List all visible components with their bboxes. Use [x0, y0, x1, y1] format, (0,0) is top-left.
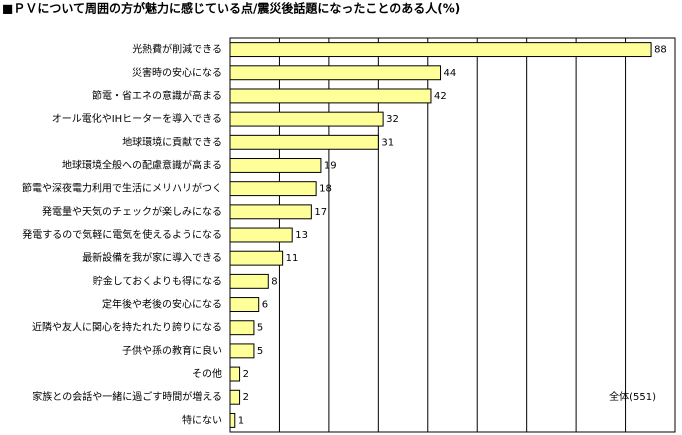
chart-title: ■ＰＶについて周囲の方が魅力に感じている点/震災後話題になったことのある人(%)	[2, 1, 460, 16]
bar	[229, 181, 317, 197]
bar	[229, 111, 384, 127]
value-label: 1	[238, 415, 244, 426]
bar	[229, 389, 241, 405]
y-tick-label: その他	[192, 367, 222, 380]
value-label: 8	[271, 276, 277, 287]
y-tick-label: 地球環境全般への配慮意識が高まる	[62, 158, 222, 171]
y-tick-label: 発電するので気軽に電気を使えるようになる	[22, 228, 222, 241]
y-tick-label: 光熱費が削減できる	[132, 43, 222, 56]
bar	[229, 65, 442, 81]
y-tick-label: 家族との会話や一緒に過ごす時間が増える	[32, 390, 222, 403]
bar	[229, 42, 652, 58]
bar	[229, 158, 322, 173]
value-label: 42	[434, 91, 447, 102]
value-label: 31	[381, 137, 394, 148]
y-tick-label: 節電や深夜電力利用で生活にメリハリがつく	[22, 182, 222, 195]
bar	[229, 412, 236, 428]
value-label: 5	[257, 346, 263, 357]
value-label: 11	[286, 253, 299, 264]
value-label: 5	[257, 323, 263, 334]
annotation: 全体(551)	[609, 390, 656, 403]
value-label: 2	[243, 369, 249, 380]
bar	[229, 297, 260, 312]
y-tick-label: オール電化やIHヒーターを導入できる	[52, 112, 222, 125]
value-label: 44	[444, 68, 457, 79]
y-tick-label: 貯金しておくよりも得になる	[93, 274, 222, 287]
bar	[229, 320, 255, 336]
value-label: 32	[386, 114, 399, 125]
value-label: 88	[654, 45, 667, 56]
y-tick-label: 節電・省エネの意識が高まる	[92, 89, 222, 102]
y-tick-label: 近隣や友人に関心を持たれたり誇りになる	[32, 321, 222, 334]
value-label: 2	[243, 392, 249, 403]
bar	[229, 343, 255, 359]
y-tick-label: 定年後や老後の安心になる	[102, 298, 222, 311]
y-tick-label: 地球環境に貢献できる	[122, 135, 222, 148]
y-tick-label: 子供や孫の教育に良い	[122, 344, 222, 357]
bar	[229, 273, 269, 289]
value-label: 13	[295, 230, 308, 241]
bar	[229, 227, 293, 243]
y-tick-label: 特にない	[182, 414, 222, 426]
y-tick-label: 最新設備を我が家に導入できる	[82, 251, 222, 264]
value-label: 17	[314, 207, 327, 218]
value-label: 6	[262, 300, 268, 311]
y-tick-label: 災害時の安心になる	[132, 66, 222, 79]
y-tick-label: 発電量や天気のチェックが楽しみになる	[42, 205, 222, 218]
bar	[229, 204, 312, 220]
bar	[229, 250, 284, 266]
value-label: 18	[319, 184, 332, 195]
bar	[229, 88, 432, 104]
bar	[229, 134, 379, 150]
value-label: 19	[324, 160, 337, 171]
bar	[229, 366, 241, 382]
